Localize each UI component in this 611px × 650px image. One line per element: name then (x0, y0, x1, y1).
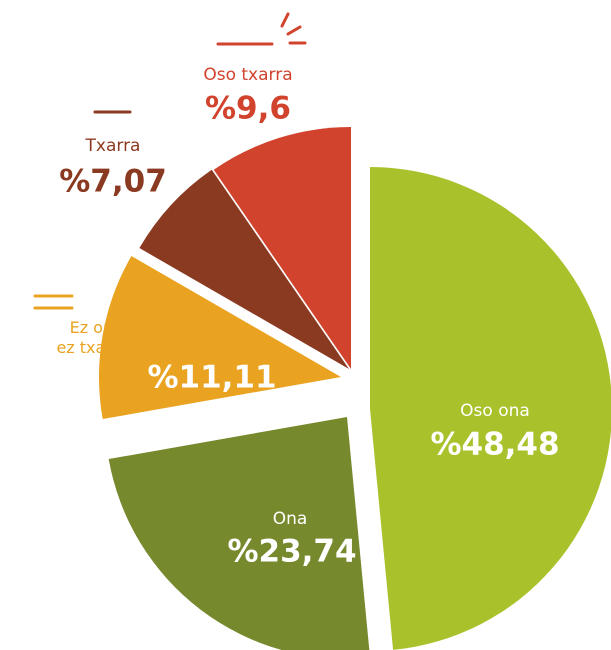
equal-icon (33, 294, 74, 310)
value-label: %7,07 (59, 164, 167, 200)
pie-slice (108, 417, 370, 650)
pie-slice (213, 127, 351, 369)
slice-name: Ona (273, 509, 308, 529)
minus-icon (216, 12, 307, 46)
slices (99, 127, 611, 650)
value-label: %9,6 (205, 91, 291, 127)
value-label: %11,11 (147, 360, 276, 396)
pie-slice (139, 169, 349, 369)
slice-name: Txarra (85, 136, 141, 156)
slice-name: Ez ona, ez txarra (56, 318, 128, 357)
value-label: %23,74 (227, 534, 356, 570)
pie-slice (370, 167, 611, 650)
pie-slice (99, 256, 341, 420)
value-label: %48,48 (430, 427, 559, 463)
slice-name: Oso txarra (203, 65, 292, 85)
slice-name: Oso ona (460, 401, 530, 421)
